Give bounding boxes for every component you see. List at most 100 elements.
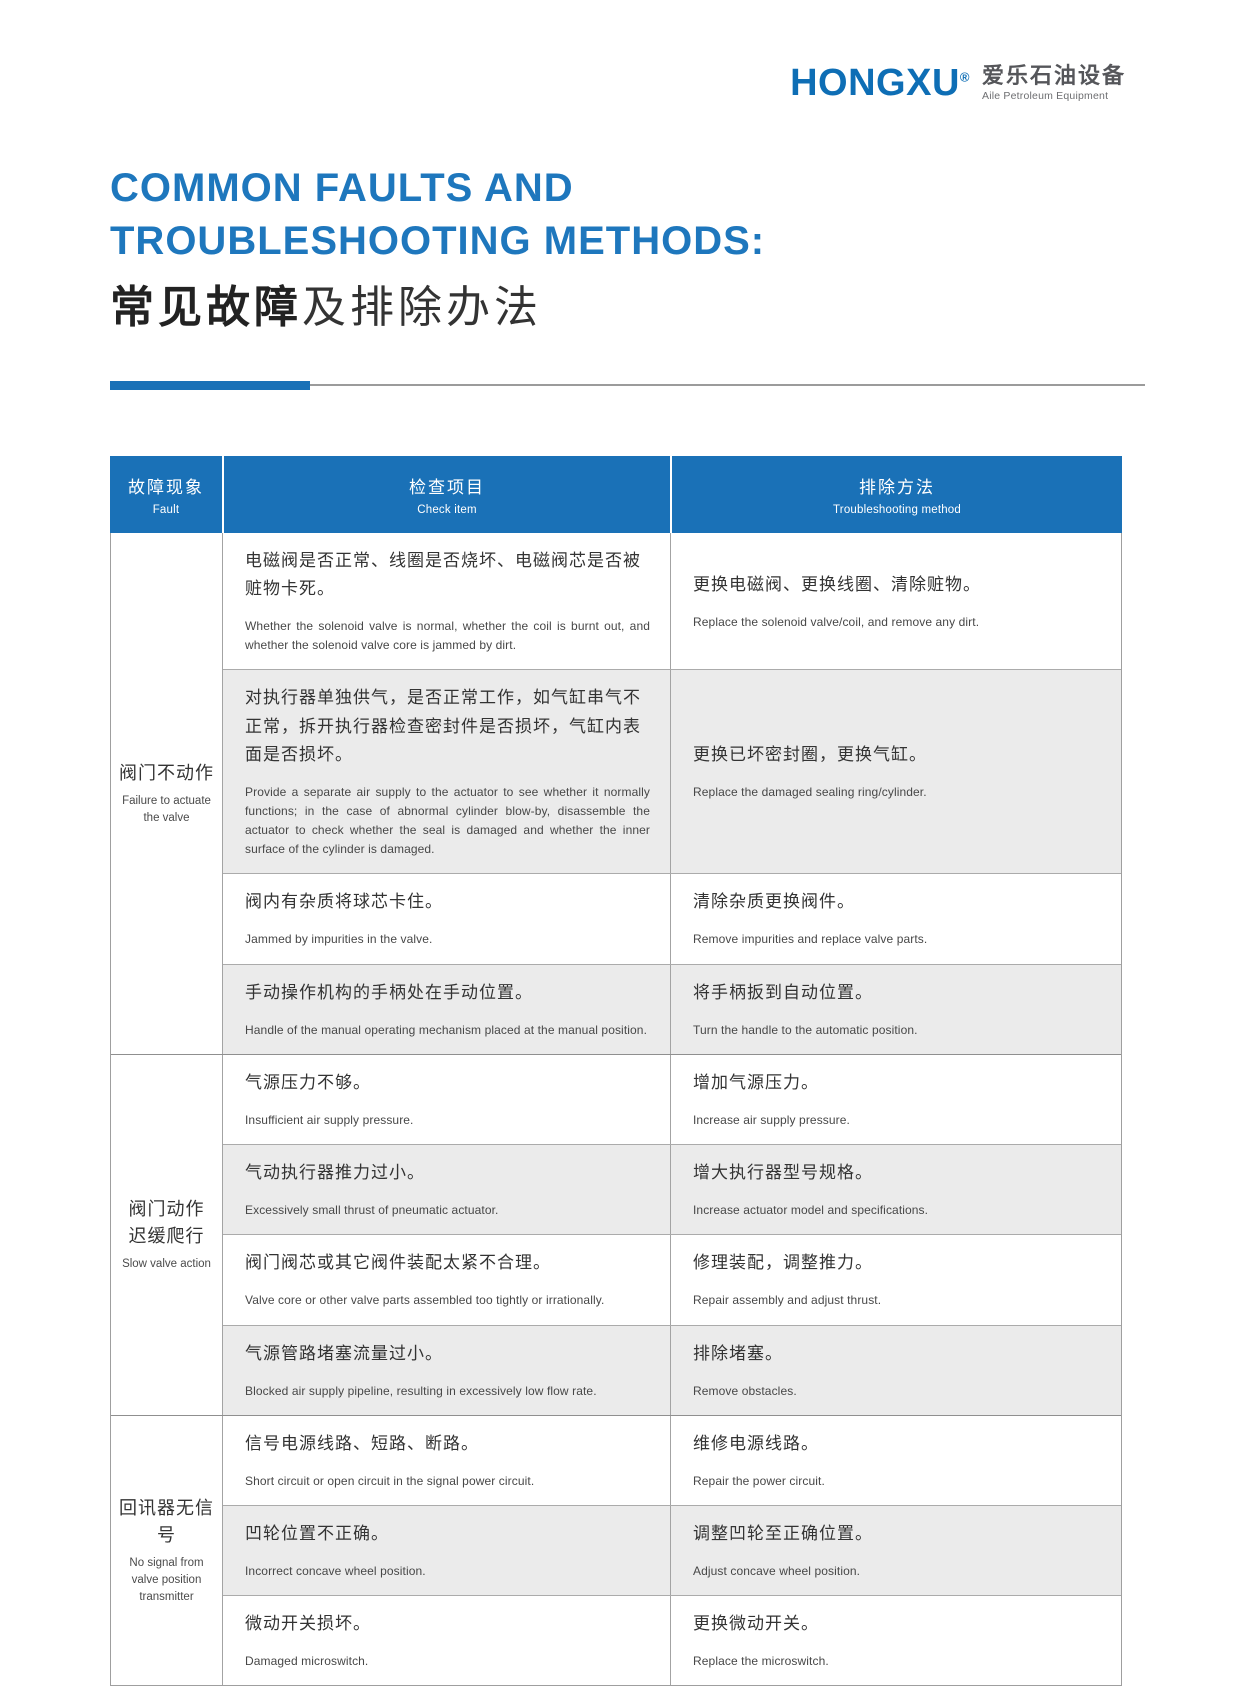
check-item-text-cn: 阀门阀芯或其它阀件装配太紧不合理。 bbox=[245, 1253, 551, 1273]
page-title-chinese-rest: 及排除办法 bbox=[302, 283, 542, 332]
troubleshooting-text-en: Replace the microswitch. bbox=[693, 1654, 829, 1669]
check-item-cell: 阀内有杂质将球芯卡住。 Jammed by impurities in the v… bbox=[223, 874, 671, 964]
fault-label-cn: 阀门动作 迟缓爬行 bbox=[128, 1199, 205, 1247]
registered-mark: ® bbox=[959, 69, 970, 85]
fault-group: 阀门不动作 Failure to actuate the valve 电磁阀是否正常… bbox=[111, 533, 1121, 1054]
table-row: 阀门阀芯或其它阀件装配太紧不合理。 Valve core or other val… bbox=[223, 1234, 1121, 1325]
title-divider bbox=[110, 380, 1145, 390]
group-rows: 信号电源线路、短路、断路。 Short circuit or open circu… bbox=[223, 1415, 1121, 1686]
header-cell-method: 排除方法 Troubleshooting method bbox=[670, 456, 1122, 533]
logo-english-name: Aile Petroleum Equipment bbox=[981, 90, 1109, 103]
troubleshooting-text-cn: 增加气源压力。 bbox=[693, 1072, 819, 1092]
table-row: 微动开关损坏。 Damaged microswitch. 更换微动开关。 Replac… bbox=[223, 1595, 1121, 1686]
check-item-cell: 气源管路堵塞流量过小。 Blocked air supply pipeline, … bbox=[223, 1325, 671, 1415]
table-body: 阀门不动作 Failure to actuate the valve 电磁阀是否正常… bbox=[110, 533, 1122, 1686]
check-item-text-cn: 信号电源线路、短路、断路。 bbox=[245, 1433, 479, 1453]
troubleshooting-text-cn: 修理装配，调整推力。 bbox=[693, 1253, 873, 1273]
check-item-text-cn: 凹轮位置不正确。 bbox=[245, 1524, 389, 1543]
check-item-cell: 对执行器单独供气，是否正常工作，如气缸串气不正常，拆开执行器检查密封件是否损坏，… bbox=[223, 670, 671, 874]
group-rows: 电磁阀是否正常、线圈是否烧坏、电磁阀芯是否被赃物卡死。 Whether the s… bbox=[223, 533, 1121, 1054]
table-row: 气动执行器推力过小。 Excessively small thrust of pn… bbox=[223, 1144, 1121, 1235]
header-method-cn: 排除方法 bbox=[859, 478, 935, 497]
logo-brand-text: HONGXU® bbox=[790, 64, 970, 102]
fault-label-cn: 阀门不动作 bbox=[119, 762, 214, 783]
check-item-text-cn: 气动执行器推力过小。 bbox=[245, 1163, 425, 1183]
troubleshooting-text-en: Remove impurities and replace valve part… bbox=[693, 932, 928, 947]
check-item-text-en: Blocked air supply pipeline, resulting i… bbox=[245, 1383, 597, 1398]
header-cell-check-item: 检查项目 Check item bbox=[222, 456, 670, 533]
check-item-text-en: Damaged microswitch. bbox=[245, 1654, 369, 1669]
check-item-text-en: Whether the solenoid valve is normal, wh… bbox=[245, 619, 650, 653]
check-item-cell: 手动操作机构的手柄处在手动位置。 Handle of the manual ope… bbox=[223, 964, 671, 1054]
check-item-text-en: Incorrect concave wheel position. bbox=[245, 1564, 426, 1579]
check-item-text-cn: 电磁阀是否正常、线圈是否烧坏、电磁阀芯是否被赃物卡死。 bbox=[245, 551, 641, 599]
check-item-text-en: Excessively small thrust of pneumatic ac… bbox=[245, 1203, 499, 1218]
logo-subtext: 爱乐石油设备 Aile Petroleum Equipment bbox=[981, 63, 1126, 103]
fault-label-en: Failure to actuate the valve bbox=[122, 794, 211, 824]
troubleshooting-text-en: Turn the handle to the automatic positio… bbox=[693, 1022, 918, 1037]
troubleshooting-text-cn: 更换已坏密封圈，更换气缸。 bbox=[693, 745, 927, 765]
divider-accent-bar bbox=[110, 380, 310, 390]
page-title-english: COMMON FAULTS AND TROUBLESHOOTING METHOD… bbox=[110, 166, 766, 263]
check-item-text-en: Insufficient air supply pressure. bbox=[245, 1112, 414, 1127]
troubleshooting-cell: 增加气源压力。 Increase air supply pressure. bbox=[671, 1055, 1121, 1144]
table-row: 对执行器单独供气，是否正常工作，如气缸串气不正常，拆开执行器检查密封件是否损坏，… bbox=[223, 669, 1121, 874]
troubleshooting-text-cn: 更换微动开关。 bbox=[693, 1614, 819, 1634]
table-row: 信号电源线路、短路、断路。 Short circuit or open circu… bbox=[223, 1415, 1121, 1505]
fault-label-cn: 回讯器无信号 bbox=[119, 1497, 214, 1545]
fault-cell: 回讯器无信号 No signal from valve position tran… bbox=[111, 1415, 223, 1686]
table-row: 凹轮位置不正确。 Incorrect concave wheel position… bbox=[223, 1505, 1121, 1596]
title-block: COMMON FAULTS AND TROUBLESHOOTING METHOD… bbox=[110, 162, 1145, 390]
troubleshooting-cell: 增大执行器型号规格。 Increase actuator model and sp… bbox=[671, 1145, 1121, 1234]
check-item-text-en: Valve core or other valve parts assemble… bbox=[245, 1293, 605, 1308]
troubleshooting-text-en: Repair assembly and adjust thrust. bbox=[693, 1293, 882, 1308]
header-method-en: Troubleshooting method bbox=[833, 504, 961, 516]
fault-group: 阀门动作 迟缓爬行 Slow valve action 气源压力不够。 Insuffi… bbox=[111, 1053, 1121, 1415]
troubleshooting-text-cn: 将手柄扳到自动位置。 bbox=[693, 982, 873, 1002]
troubleshooting-text-en: Increase air supply pressure. bbox=[693, 1112, 850, 1127]
page-title-chinese-bold: 常见故障 bbox=[110, 283, 302, 332]
troubleshooting-cell: 更换微动开关。 Replace the microswitch. bbox=[671, 1596, 1121, 1685]
check-item-text-cn: 气源压力不够。 bbox=[245, 1072, 371, 1092]
logo-chinese-name: 爱乐石油设备 bbox=[981, 63, 1126, 88]
header-cell-fault: 故障现象 Fault bbox=[110, 456, 222, 533]
troubleshooting-text-cn: 增大执行器型号规格。 bbox=[693, 1163, 873, 1183]
fault-label-en: Slow valve action bbox=[122, 1258, 211, 1271]
check-item-text-en: Provide a separate air supply to the act… bbox=[245, 784, 650, 857]
header-check-en: Check item bbox=[417, 504, 477, 516]
fault-table: 故障现象 Fault 检查项目 Check item 排除方法 Troubles… bbox=[110, 456, 1122, 1686]
troubleshooting-cell: 将手柄扳到自动位置。 Turn the handle to the automat… bbox=[671, 965, 1121, 1054]
troubleshooting-text-en: Replace the damaged sealing ring/cylinde… bbox=[693, 785, 927, 800]
troubleshooting-text-cn: 调整凹轮至正确位置。 bbox=[693, 1524, 873, 1543]
troubleshooting-text-cn: 清除杂质更换阀件。 bbox=[693, 892, 855, 912]
company-logo: HONGXU® 爱乐石油设备 Aile Petroleum Equipment bbox=[790, 63, 1126, 103]
check-item-cell: 微动开关损坏。 Damaged microswitch. bbox=[223, 1596, 671, 1686]
troubleshooting-cell: 调整凹轮至正确位置。 Adjust concave wheel position. bbox=[671, 1506, 1121, 1595]
check-item-text-cn: 气源管路堵塞流量过小。 bbox=[245, 1343, 443, 1363]
check-item-cell: 信号电源线路、短路、断路。 Short circuit or open circu… bbox=[223, 1415, 671, 1505]
check-item-cell: 凹轮位置不正确。 Incorrect concave wheel position… bbox=[223, 1506, 671, 1596]
logo-brand-name: HONGXU bbox=[790, 62, 960, 105]
fault-cell: 阀门动作 迟缓爬行 Slow valve action bbox=[111, 1054, 223, 1415]
troubleshooting-text-en: Adjust concave wheel position. bbox=[693, 1564, 861, 1579]
troubleshooting-cell: 修理装配，调整推力。 Repair assembly and adjust thr… bbox=[671, 1235, 1121, 1324]
troubleshooting-text-cn: 维修电源线路。 bbox=[693, 1433, 819, 1453]
fault-group: 回讯器无信号 No signal from valve position tran… bbox=[111, 1414, 1121, 1686]
check-item-cell: 气源压力不够。 Insufficient air supply pressure. bbox=[223, 1054, 671, 1145]
page-title-chinese: 常见故障及排除办法 bbox=[110, 282, 1145, 335]
check-item-cell: 电磁阀是否正常、线圈是否烧坏、电磁阀芯是否被赃物卡死。 Whether the s… bbox=[223, 533, 671, 670]
check-item-text-en: Handle of the manual operating mechanism… bbox=[245, 1022, 648, 1037]
table-row: 气源管路堵塞流量过小。 Blocked air supply pipeline, … bbox=[223, 1324, 1121, 1415]
troubleshooting-text-en: Replace the solenoid valve/coil, and rem… bbox=[693, 614, 980, 629]
check-item-text-en: Short circuit or open circuit in the sig… bbox=[245, 1473, 535, 1488]
table-row: 电磁阀是否正常、线圈是否烧坏、电磁阀芯是否被赃物卡死。 Whether the s… bbox=[223, 533, 1121, 670]
header-fault-en: Fault bbox=[152, 504, 180, 516]
table-row: 气源压力不够。 Insufficient air supply pressure.… bbox=[223, 1054, 1121, 1145]
check-item-text-cn: 阀内有杂质将球芯卡住。 bbox=[245, 892, 443, 912]
check-item-text-cn: 手动操作机构的手柄处在手动位置。 bbox=[245, 982, 533, 1002]
fault-cell: 阀门不动作 Failure to actuate the valve bbox=[111, 533, 223, 1054]
check-item-cell: 气动执行器推力过小。 Excessively small thrust of pn… bbox=[223, 1145, 671, 1235]
troubleshooting-cell: 更换电磁阀、更换线圈、清除赃物。 Replace the solenoid val… bbox=[671, 533, 1121, 669]
troubleshooting-cell: 排除堵塞。 Remove obstacles. bbox=[671, 1326, 1121, 1415]
